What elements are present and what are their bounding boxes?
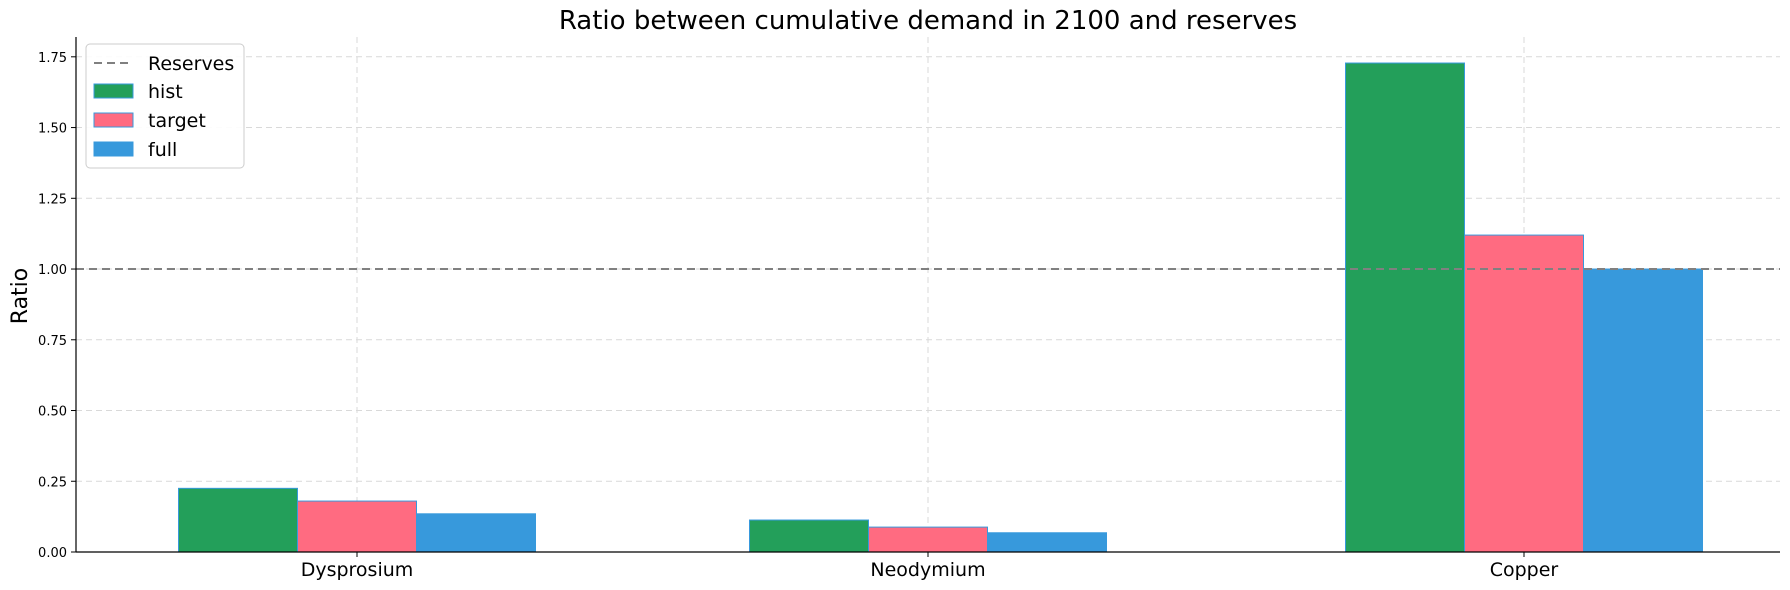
bar-hist-copper <box>1345 62 1465 553</box>
bar-full-copper <box>1583 268 1703 553</box>
bar-hist-neodymium <box>749 519 869 553</box>
legend-label-hist: hist <box>148 81 183 103</box>
legend-label-full: full <box>148 139 177 161</box>
y-tick-label-1: 0.25 <box>38 475 67 490</box>
bars <box>178 62 1703 553</box>
legend-label-reserves: Reserves <box>148 53 234 75</box>
y-ticks: 0.00 0.25 0.50 0.75 1.00 1.25 1.50 1.75 <box>38 51 76 561</box>
chart-title: Ratio between cumulative demand in 2100 … <box>559 6 1297 36</box>
y-axis-label: Ratio <box>8 268 33 324</box>
legend-box <box>85 43 245 169</box>
bar-target-copper <box>1464 234 1584 553</box>
bar-target-dysprosium <box>297 500 417 553</box>
legend: Reserves hist target full <box>85 43 245 169</box>
y-tick-label-0: 0.00 <box>38 546 67 561</box>
y-tick-label-7: 1.75 <box>38 51 67 66</box>
legend-swatch-hist <box>93 83 134 99</box>
bar-target-neodymium <box>868 526 988 553</box>
legend-label-target: target <box>148 110 206 132</box>
legend-swatch-full <box>93 141 134 157</box>
bar-hist-dysprosium <box>178 487 298 553</box>
x-tick-label-neodymium: Neodymium <box>870 559 985 581</box>
y-tick-label-3: 0.75 <box>38 334 67 349</box>
y-tick-label-6: 1.50 <box>38 122 67 137</box>
bar-full-neodymium <box>987 532 1107 553</box>
y-tick-label-4: 1.00 <box>38 263 67 278</box>
y-tick-label-2: 0.50 <box>38 405 67 420</box>
x-tick-label-copper: Copper <box>1490 559 1559 581</box>
x-tick-label-dysprosium: Dysprosium <box>301 559 414 581</box>
legend-swatch-target <box>93 112 134 128</box>
bar-full-dysprosium <box>416 513 536 553</box>
y-tick-label-5: 1.25 <box>38 192 67 207</box>
x-ticks: Dysprosium Neodymium Copper <box>301 552 1559 581</box>
